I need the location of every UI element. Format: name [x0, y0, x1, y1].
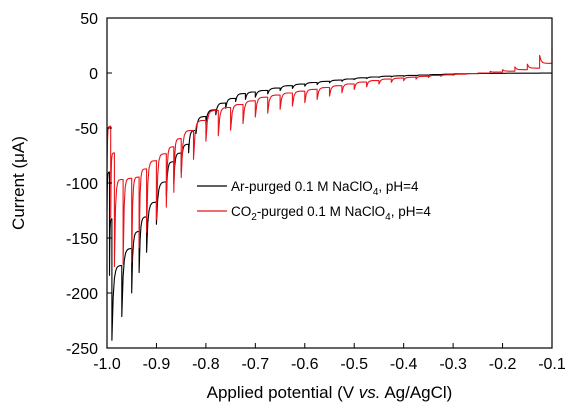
- series-layer: [106, 46, 553, 341]
- legend: Ar-purged 0.1 M NaClO4, pH=4 CO2-purged …: [197, 179, 431, 223]
- legend-label-ar: Ar-purged 0.1 M NaClO4, pH=4: [231, 179, 419, 198]
- x-tick-label: -0.5: [340, 356, 368, 373]
- series-line-1: [106, 46, 553, 268]
- x-tick-label: -0.2: [489, 356, 517, 373]
- x-tick-label: -0.8: [192, 356, 220, 373]
- y-axis-title: Current (μA): [9, 136, 28, 230]
- x-tick-label: -0.9: [143, 356, 171, 373]
- x-tick-label: -0.3: [439, 356, 467, 373]
- x-tick-label: -0.4: [390, 356, 418, 373]
- y-tick-label: 50: [80, 11, 98, 28]
- x-tick-label: -0.7: [242, 356, 270, 373]
- y-tick-label: -100: [66, 176, 98, 193]
- x-tick-label: -0.6: [291, 356, 319, 373]
- ticks-layer: -1.0 -0.9 -0.8 -0.7 -0.6 -0.5 -0.4 -0.3 -0.2 -0.1…: [66, 11, 566, 373]
- y-tick-label: 0: [89, 66, 98, 83]
- y-tick-label: -150: [66, 231, 98, 248]
- y-tick-label: -50: [75, 121, 98, 138]
- legend-label-co2: CO2-purged 0.1 M NaClO4, pH=4: [231, 204, 431, 223]
- x-tick-label: -0.1: [538, 356, 566, 373]
- x-tick-label: -1.0: [93, 356, 121, 373]
- x-axis-title: Applied potential (V vs. Ag/AgCl): [207, 383, 453, 402]
- y-tick-label: -200: [66, 286, 98, 303]
- y-tick-label: -250: [66, 341, 98, 358]
